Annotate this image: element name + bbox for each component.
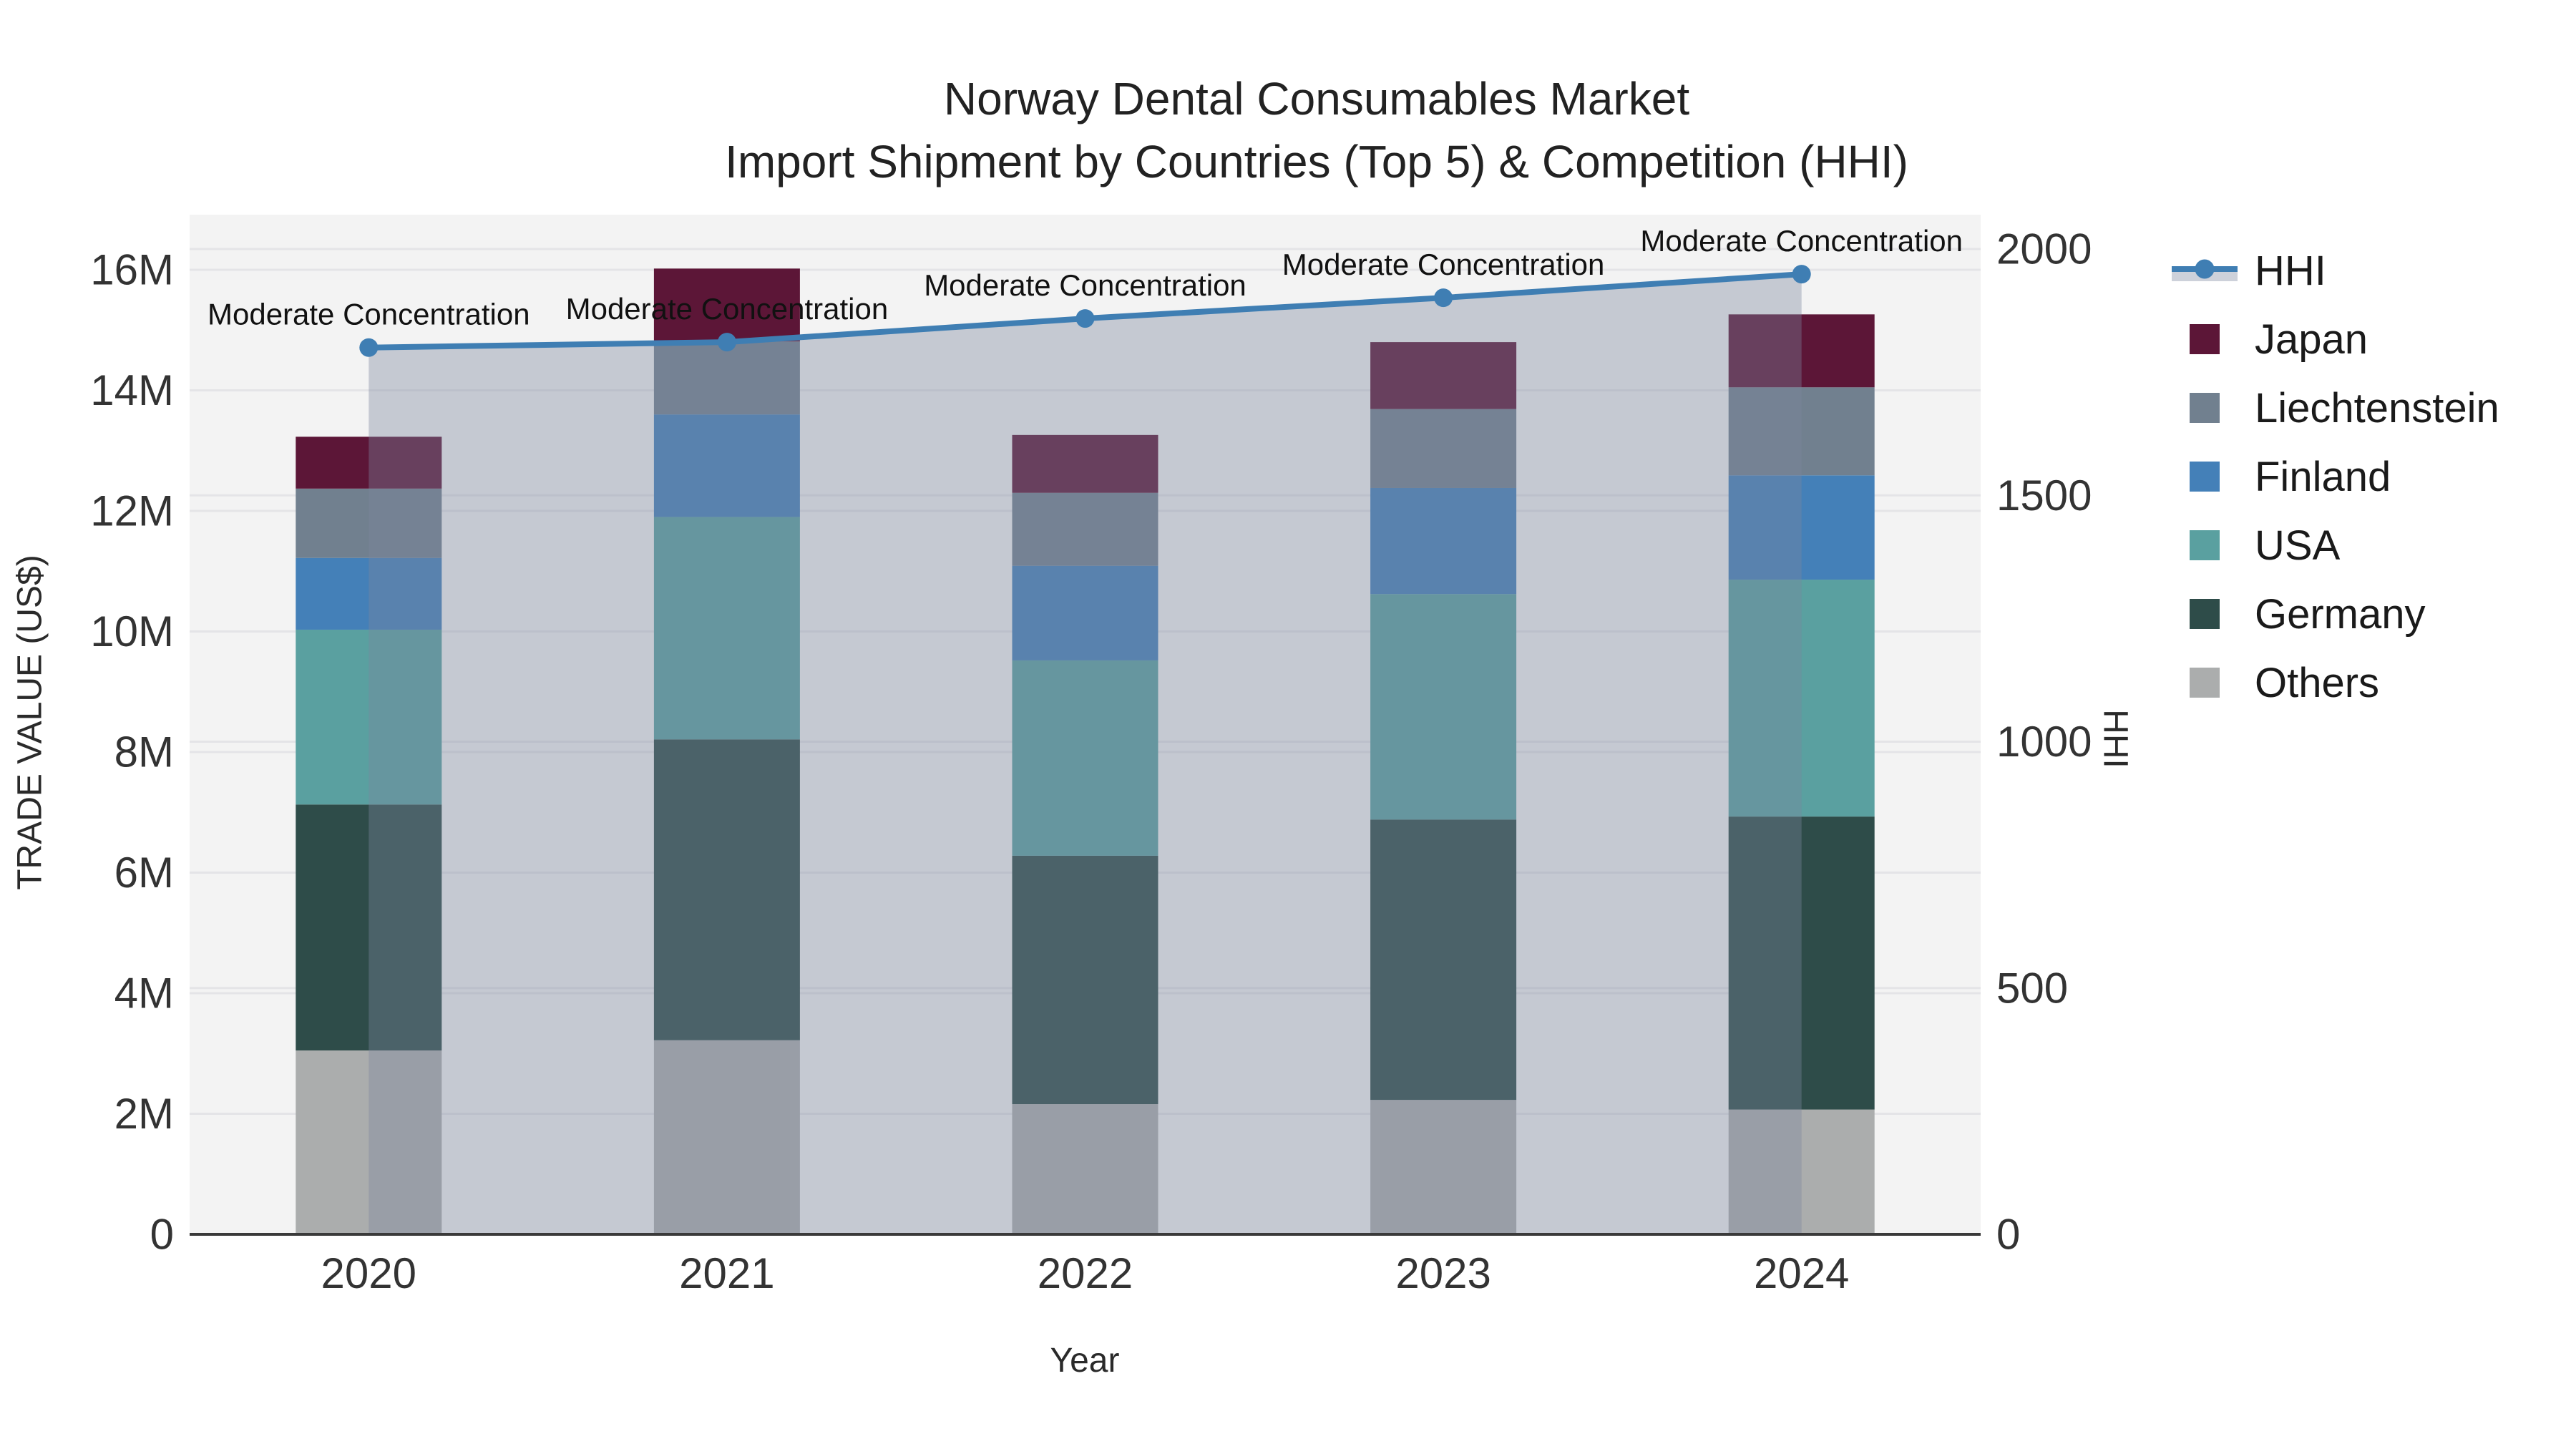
bar-segment-others-2024[interactable] <box>1728 1109 1875 1234</box>
annotation-2023: Moderate Concentration <box>1282 248 1605 281</box>
y-right-tick-label-1000: 1000 <box>1996 718 2092 766</box>
chart-title-line-2: Import Shipment by Countries (Top 5) & C… <box>725 136 1908 187</box>
bar-segment-germany-2024[interactable] <box>1728 816 1875 1110</box>
hhi-marker-2021[interactable] <box>717 333 736 352</box>
bar-segment-finland-2024[interactable] <box>1728 475 1875 580</box>
hhi-line-swatch-icon <box>2172 255 2238 286</box>
y-left-tick-label-0: 0 <box>150 1211 174 1259</box>
others-color-swatch-icon <box>2172 667 2238 698</box>
legend-label: Japan <box>2255 316 2368 363</box>
hhi-marker-2024[interactable] <box>1792 265 1811 284</box>
annotation-2020: Moderate Concentration <box>208 298 530 331</box>
usa-color-swatch-icon <box>2172 530 2238 561</box>
y-right-axis-title: HHI <box>2096 709 2135 769</box>
chart-title: Norway Dental Consumables Market Import … <box>29 67 2576 193</box>
bar-segment-usa-2024[interactable] <box>1728 580 1875 817</box>
y-left-tick-label-4M: 4M <box>114 970 174 1018</box>
bar-segment-japan-2021[interactable] <box>653 268 800 342</box>
bar-segment-others-2020[interactable] <box>296 1050 442 1234</box>
legend-label: Germany <box>2255 590 2426 638</box>
hhi-marker-2022[interactable] <box>1075 309 1095 328</box>
y-left-axis-title: TRADE VALUE (US$) <box>11 555 49 890</box>
bar-segment-others-2021[interactable] <box>653 1040 800 1234</box>
legend-label: Finland <box>2255 453 2391 500</box>
bar-segment-germany-2021[interactable] <box>653 739 800 1040</box>
finland-color-swatch-icon <box>2172 461 2238 492</box>
legend-label: Liechtenstein <box>2255 384 2499 431</box>
bar-segment-germany-2022[interactable] <box>1012 855 1158 1105</box>
bar-segment-finland-2021[interactable] <box>653 414 800 517</box>
y-left-tick-label-12M: 12M <box>90 487 174 535</box>
bar-segment-finland-2020[interactable] <box>296 557 442 630</box>
hhi-area-fill <box>369 274 1802 1234</box>
hhi-marker-2020[interactable] <box>359 338 379 357</box>
y-right-tick-label-1500: 1500 <box>1996 472 2092 519</box>
y-left-tick-label-6M: 6M <box>114 849 174 897</box>
bar-segment-finland-2022[interactable] <box>1012 565 1158 660</box>
x-axis-title: Year <box>1050 1342 1120 1380</box>
y-right-tick-label-2000: 2000 <box>1996 225 2092 273</box>
y-left-tick-label-2M: 2M <box>114 1090 174 1138</box>
bar-segment-japan-2020[interactable] <box>296 436 442 489</box>
bar-segment-finland-2023[interactable] <box>1370 487 1517 595</box>
bar-segment-germany-2023[interactable] <box>1370 819 1517 1101</box>
bar-segment-usa-2020[interactable] <box>296 629 442 805</box>
annotation-2022: Moderate Concentration <box>924 268 1246 302</box>
legend-label: Others <box>2255 659 2380 706</box>
x-tick-label-2020: 2020 <box>321 1249 416 1297</box>
bar-segment-japan-2022[interactable] <box>1012 434 1158 493</box>
y-right-tick-label-500: 500 <box>1996 964 2068 1012</box>
bar-segment-germany-2020[interactable] <box>296 804 442 1051</box>
y-left-tick-label-8M: 8M <box>114 728 174 776</box>
legend-item-finland[interactable]: Finland <box>2172 442 2499 511</box>
legend-item-japan[interactable]: Japan <box>2172 305 2499 374</box>
bar-segment-usa-2022[interactable] <box>1012 660 1158 856</box>
hhi-marker-2023[interactable] <box>1434 288 1453 308</box>
y-right-tick-label-0: 0 <box>1996 1211 2020 1259</box>
hhi-marker-swatch <box>2195 259 2215 279</box>
annotation-2021: Moderate Concentration <box>566 292 889 326</box>
x-tick-label-2022: 2022 <box>1038 1249 1133 1297</box>
y-left-tick-label-16M: 16M <box>90 246 174 294</box>
bar-segment-liechtenstein-2022[interactable] <box>1012 492 1158 566</box>
bar-segment-liechtenstein-2024[interactable] <box>1728 387 1875 476</box>
legend-label: HHI <box>2255 247 2326 294</box>
legend-item-hhi[interactable]: HHI <box>2172 236 2499 305</box>
bar-segment-japan-2023[interactable] <box>1370 342 1517 409</box>
bar-segment-others-2023[interactable] <box>1370 1100 1517 1234</box>
chart-title-line-1: Norway Dental Consumables Market <box>943 73 1690 125</box>
legend-label: USA <box>2255 522 2341 569</box>
y-left-tick-label-10M: 10M <box>90 608 174 655</box>
legend-item-liechtenstein[interactable]: Liechtenstein <box>2172 374 2499 442</box>
annotation-2024: Moderate Concentration <box>1640 224 1963 258</box>
x-tick-label-2021: 2021 <box>679 1249 774 1297</box>
japan-color-swatch-icon <box>2172 323 2238 355</box>
x-tick-label-2023: 2023 <box>1395 1249 1491 1297</box>
bar-segment-liechtenstein-2023[interactable] <box>1370 409 1517 488</box>
y-left-tick-label-14M: 14M <box>90 366 174 414</box>
germany-color-swatch-icon <box>2172 598 2238 630</box>
bar-segment-japan-2024[interactable] <box>1728 314 1875 388</box>
liechtenstein-color-swatch-icon <box>2172 392 2238 424</box>
legend: HHI Japan Liechtenstein Finland USA Germ… <box>2172 236 2499 717</box>
bar-segment-usa-2021[interactable] <box>653 517 800 740</box>
x-tick-label-2024: 2024 <box>1754 1249 1849 1297</box>
bar-segment-liechtenstein-2021[interactable] <box>653 341 800 415</box>
legend-item-usa[interactable]: USA <box>2172 511 2499 580</box>
bar-segment-others-2022[interactable] <box>1012 1104 1158 1234</box>
legend-item-others[interactable]: Others <box>2172 648 2499 717</box>
bar-segment-liechtenstein-2020[interactable] <box>296 488 442 558</box>
legend-item-germany[interactable]: Germany <box>2172 580 2499 648</box>
bar-segment-usa-2023[interactable] <box>1370 594 1517 820</box>
